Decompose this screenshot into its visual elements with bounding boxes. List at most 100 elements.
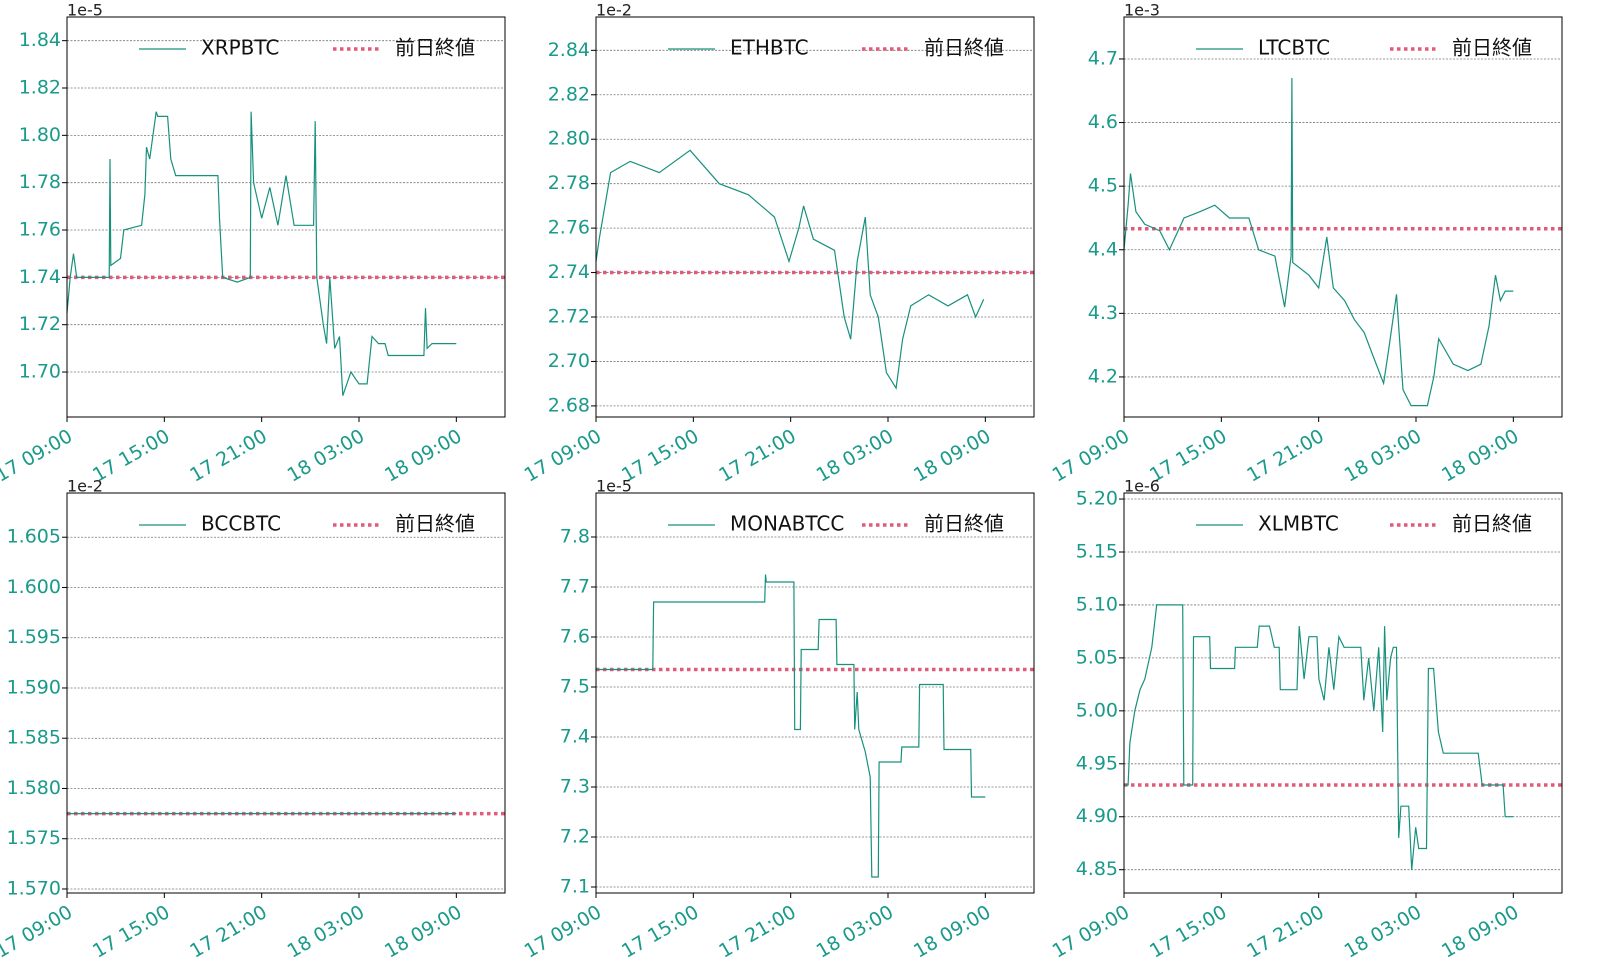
y-tick-label: 5.05 — [1076, 646, 1118, 668]
x-tick-label: 17 09:00 — [521, 425, 606, 487]
x-tick-label: 18 09:00 — [1438, 901, 1523, 963]
y-tick-label: 1.590 — [7, 676, 61, 698]
legend-label: 前日終値 — [1452, 36, 1532, 60]
x-tick-label: 17 09:00 — [1049, 425, 1134, 487]
subplot: 1e-34.24.34.44.54.64.717 09:00 17 15:00 17… — [1049, 1, 1563, 487]
x-tick-label: 18 03:00 — [1341, 425, 1426, 487]
y-tick-label: 7.6 — [560, 626, 590, 648]
axes-frame — [595, 492, 1035, 894]
y-tick-label: 1.70 — [19, 361, 61, 383]
legend-label: 前日終値 — [924, 512, 1004, 536]
x-tick-label: 17 21:00 — [715, 901, 800, 963]
y-tick-label: 5.15 — [1076, 540, 1118, 562]
legend-label: XRPBTC — [201, 36, 279, 60]
y-tick-label: 7.5 — [560, 676, 590, 698]
y-tick-label: 1.585 — [7, 727, 61, 749]
offset-label: 1e-5 — [596, 477, 632, 496]
y-tick-label: 2.74 — [548, 261, 590, 283]
subplot: 1e-2 2.68 2.70 2.72 2.74 2.76 2.78 2.80 2.82 2.84… — [521, 1, 1035, 487]
y-tick-label: 1.72 — [19, 313, 61, 335]
subplot: 1e-5 7.1 7.2 7.3 7.4 7.5 7.6 7.7 7.8 17 09:00 17 1… — [521, 477, 1035, 963]
y-tick-label: 7.1 — [560, 876, 590, 898]
legend-label: 前日終値 — [395, 36, 475, 60]
price-line — [66, 111, 457, 396]
price-line — [596, 574, 986, 878]
y-tick-label: 1.82 — [19, 77, 61, 99]
y-tick-label: 4.4 — [1088, 238, 1118, 260]
x-tick-label: 17 15:00 — [618, 901, 703, 963]
y-tick-label: 7.8 — [560, 526, 590, 548]
x-tick-label: 18 03:00 — [284, 425, 369, 487]
axes-frame — [66, 16, 506, 418]
y-tick-label: 4.85 — [1076, 858, 1118, 880]
price-line — [1124, 604, 1514, 870]
y-tick-label: 4.6 — [1088, 111, 1118, 133]
legend-label: LTCBTC — [1258, 36, 1330, 60]
y-tick-label: 1.80 — [19, 124, 61, 146]
offset-label: 1e-2 — [67, 477, 103, 496]
y-tick-label: 1.570 — [7, 877, 61, 899]
y-tick-label: 4.2 — [1088, 365, 1118, 387]
x-tick-label: 18 03:00 — [813, 901, 898, 963]
y-tick-label: 7.2 — [560, 826, 590, 848]
x-tick-label: 18 09:00 — [381, 901, 466, 963]
y-tick-label: 2.80 — [548, 128, 590, 150]
x-tick-label: 17 15:00 — [1146, 901, 1231, 963]
y-tick-label: 4.95 — [1076, 752, 1118, 774]
y-tick-label: 7.3 — [560, 776, 590, 798]
x-tick-label: 17 21:00 — [715, 425, 800, 487]
legend-label: 前日終値 — [395, 512, 475, 536]
y-tick-label: 2.82 — [548, 83, 590, 105]
x-tick-label: 18 09:00 — [910, 425, 995, 487]
axes-frame — [66, 492, 506, 894]
legend-label: 前日終値 — [924, 36, 1004, 60]
legend-label: ETHBTC — [730, 36, 809, 60]
y-tick-label: 1.575 — [7, 827, 61, 849]
offset-label: 1e-2 — [596, 1, 632, 20]
x-tick-label: 17 21:00 — [186, 425, 271, 487]
legend-label: BCCBTC — [201, 512, 281, 536]
y-tick-label: 2.68 — [548, 394, 590, 416]
x-tick-label: 18 03:00 — [284, 901, 369, 963]
offset-label: 1e-6 — [1124, 477, 1160, 496]
x-tick-label: 18 09:00 — [381, 425, 466, 487]
y-tick-label: 1.78 — [19, 171, 61, 193]
price-line — [1123, 77, 1514, 407]
price-line — [595, 149, 985, 390]
y-tick-label: 2.70 — [548, 350, 590, 372]
axes-frame — [1123, 16, 1563, 418]
y-tick-label: 1.605 — [7, 526, 61, 548]
y-tick-label: 5.00 — [1076, 699, 1118, 721]
legend-label: 前日終値 — [1452, 512, 1532, 536]
subplot: 1e-2 1.570 1.575 1.580 1.585 1.590 1.595 1.600 1… — [0, 477, 506, 963]
y-tick-label: 1.600 — [7, 576, 61, 598]
y-tick-label: 4.3 — [1088, 302, 1118, 324]
x-tick-label: 17 21:00 — [1243, 425, 1328, 487]
x-tick-label: 18 09:00 — [910, 901, 995, 963]
y-tick-label: 1.595 — [7, 626, 61, 648]
y-tick-label: 4.90 — [1076, 805, 1118, 827]
x-tick-label: 17 09:00 — [521, 901, 606, 963]
y-tick-label: 5.10 — [1076, 593, 1118, 615]
y-tick-label: 4.5 — [1088, 175, 1118, 197]
axes-frame — [595, 16, 1035, 418]
legend-label: MONABTCC — [730, 512, 844, 536]
y-tick-label: 5.20 — [1076, 488, 1118, 510]
axes-frame — [1123, 492, 1563, 894]
x-tick-label: 17 21:00 — [1243, 901, 1328, 963]
y-tick-label: 1.84 — [19, 29, 61, 51]
x-tick-label: 17 15:00 — [89, 901, 174, 963]
x-tick-label: 18 03:00 — [1341, 901, 1426, 963]
x-tick-label: 17 09:00 — [0, 425, 76, 487]
y-tick-label: 1.76 — [19, 219, 61, 241]
y-tick-label: 1.580 — [7, 777, 61, 799]
y-tick-label: 4.7 — [1088, 47, 1118, 69]
x-tick-label: 17 09:00 — [1049, 901, 1134, 963]
x-tick-label: 18 03:00 — [813, 425, 898, 487]
subplot: 1e-6 4.85 4.90 4.95 5.00 5.05 5.10 5.15 5.20 17 0… — [1049, 477, 1563, 963]
y-tick-label: 2.78 — [548, 172, 590, 194]
y-tick-label: 2.72 — [548, 306, 590, 328]
y-tick-label: 2.76 — [548, 217, 590, 239]
offset-label: 1e-5 — [67, 1, 103, 20]
